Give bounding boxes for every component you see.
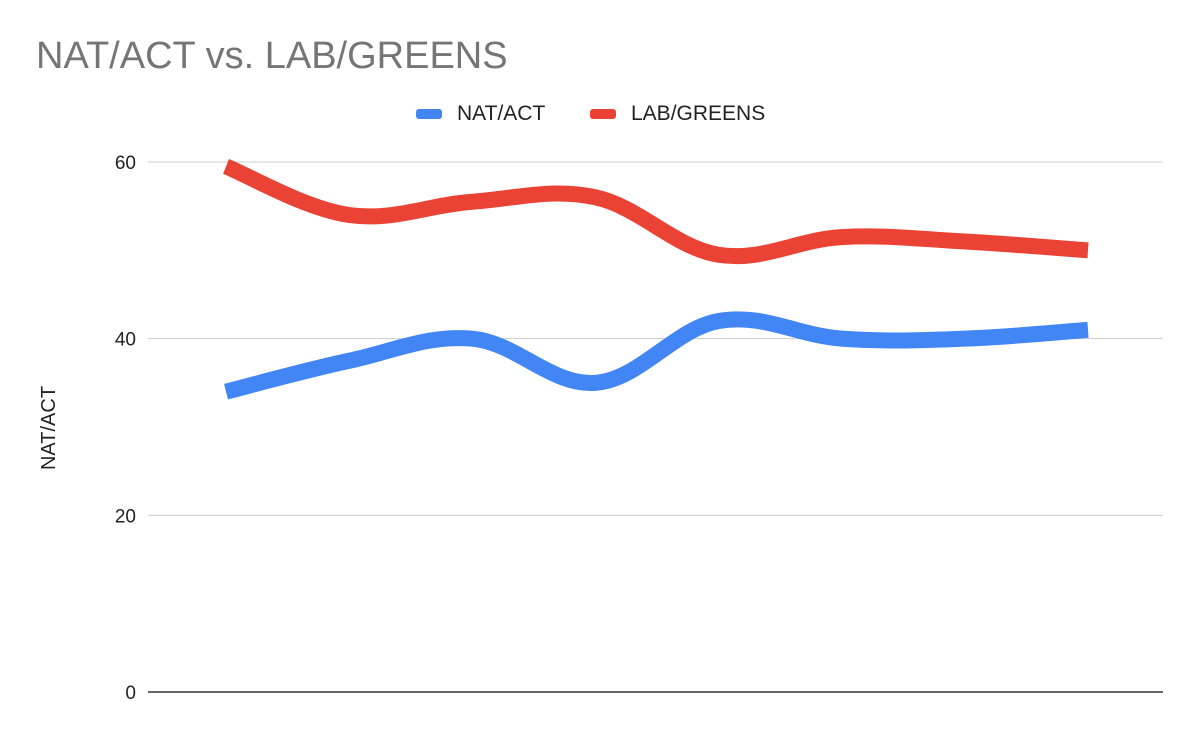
chart-title: NAT/ACT vs. LAB/GREENS: [36, 35, 508, 77]
y-tick-label-20: 20: [115, 506, 136, 527]
series-line-nat-act: [224, 311, 1089, 400]
legend-swatch-nat-act: [416, 109, 442, 119]
legend-label-lab-greens: LAB/GREENS: [631, 102, 765, 125]
legend: NAT/ACT LAB/GREENS: [416, 102, 765, 125]
series-line-lab-greens: [222, 158, 1089, 265]
y-axis-label: NAT/ACT: [38, 386, 60, 470]
legend-swatch-lab-greens: [590, 109, 616, 119]
y-tick-label-60: 60: [115, 153, 136, 174]
y-tick-labels: 0 20 40 60: [115, 153, 136, 704]
series-lines: [222, 158, 1089, 400]
y-tick-label-40: 40: [115, 330, 136, 351]
legend-label-nat-act: NAT/ACT: [457, 102, 545, 125]
y-tick-label-0: 0: [125, 683, 136, 704]
